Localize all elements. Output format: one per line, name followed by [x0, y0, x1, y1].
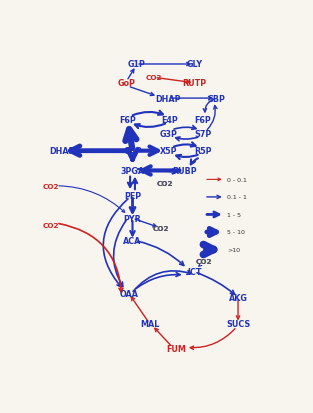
Text: GLY: GLY	[186, 60, 203, 69]
Text: CO2: CO2	[157, 181, 173, 187]
Text: 5 - 10: 5 - 10	[227, 230, 245, 235]
Text: G1P: G1P	[127, 60, 145, 69]
Text: G3P: G3P	[160, 129, 178, 138]
Text: MAL: MAL	[140, 319, 159, 328]
Text: CO2: CO2	[152, 225, 169, 231]
Text: SUCS: SUCS	[226, 319, 250, 328]
Text: CO2: CO2	[146, 75, 162, 81]
Text: 0 - 0.1: 0 - 0.1	[227, 178, 247, 183]
Text: ICT: ICT	[187, 268, 202, 277]
Text: OAA: OAA	[119, 289, 138, 298]
Text: CO2: CO2	[152, 225, 169, 231]
Text: CO2: CO2	[43, 222, 59, 228]
Text: DHAP: DHAP	[155, 94, 180, 103]
Text: GAP: GAP	[123, 147, 142, 156]
Text: ACA: ACA	[123, 237, 142, 245]
Text: >10: >10	[227, 247, 240, 252]
Text: CO2: CO2	[196, 258, 212, 264]
Text: RUTP: RUTP	[182, 79, 207, 88]
Text: DHAP: DHAP	[49, 147, 75, 156]
Text: SBP: SBP	[207, 94, 225, 103]
Text: AKG: AKG	[228, 293, 248, 302]
Text: X5P: X5P	[160, 147, 178, 156]
Text: F6P: F6P	[119, 116, 136, 125]
Text: PYR: PYR	[124, 214, 141, 223]
Text: E4P: E4P	[162, 116, 178, 125]
Text: CO2: CO2	[196, 258, 212, 264]
Text: S7P: S7P	[194, 129, 212, 138]
Text: 3PGA: 3PGA	[121, 166, 145, 176]
Text: 0.1 - 1: 0.1 - 1	[227, 195, 247, 200]
Text: CO2: CO2	[43, 183, 59, 189]
Text: FUM: FUM	[166, 344, 186, 354]
Text: 1 - 5: 1 - 5	[227, 212, 241, 217]
Text: F6P: F6P	[194, 116, 211, 125]
Text: GoP: GoP	[117, 79, 136, 88]
Text: R5P: R5P	[194, 147, 212, 156]
Text: CO2: CO2	[157, 181, 173, 187]
Text: PEP: PEP	[124, 191, 141, 200]
Text: RUBP: RUBP	[172, 166, 197, 176]
